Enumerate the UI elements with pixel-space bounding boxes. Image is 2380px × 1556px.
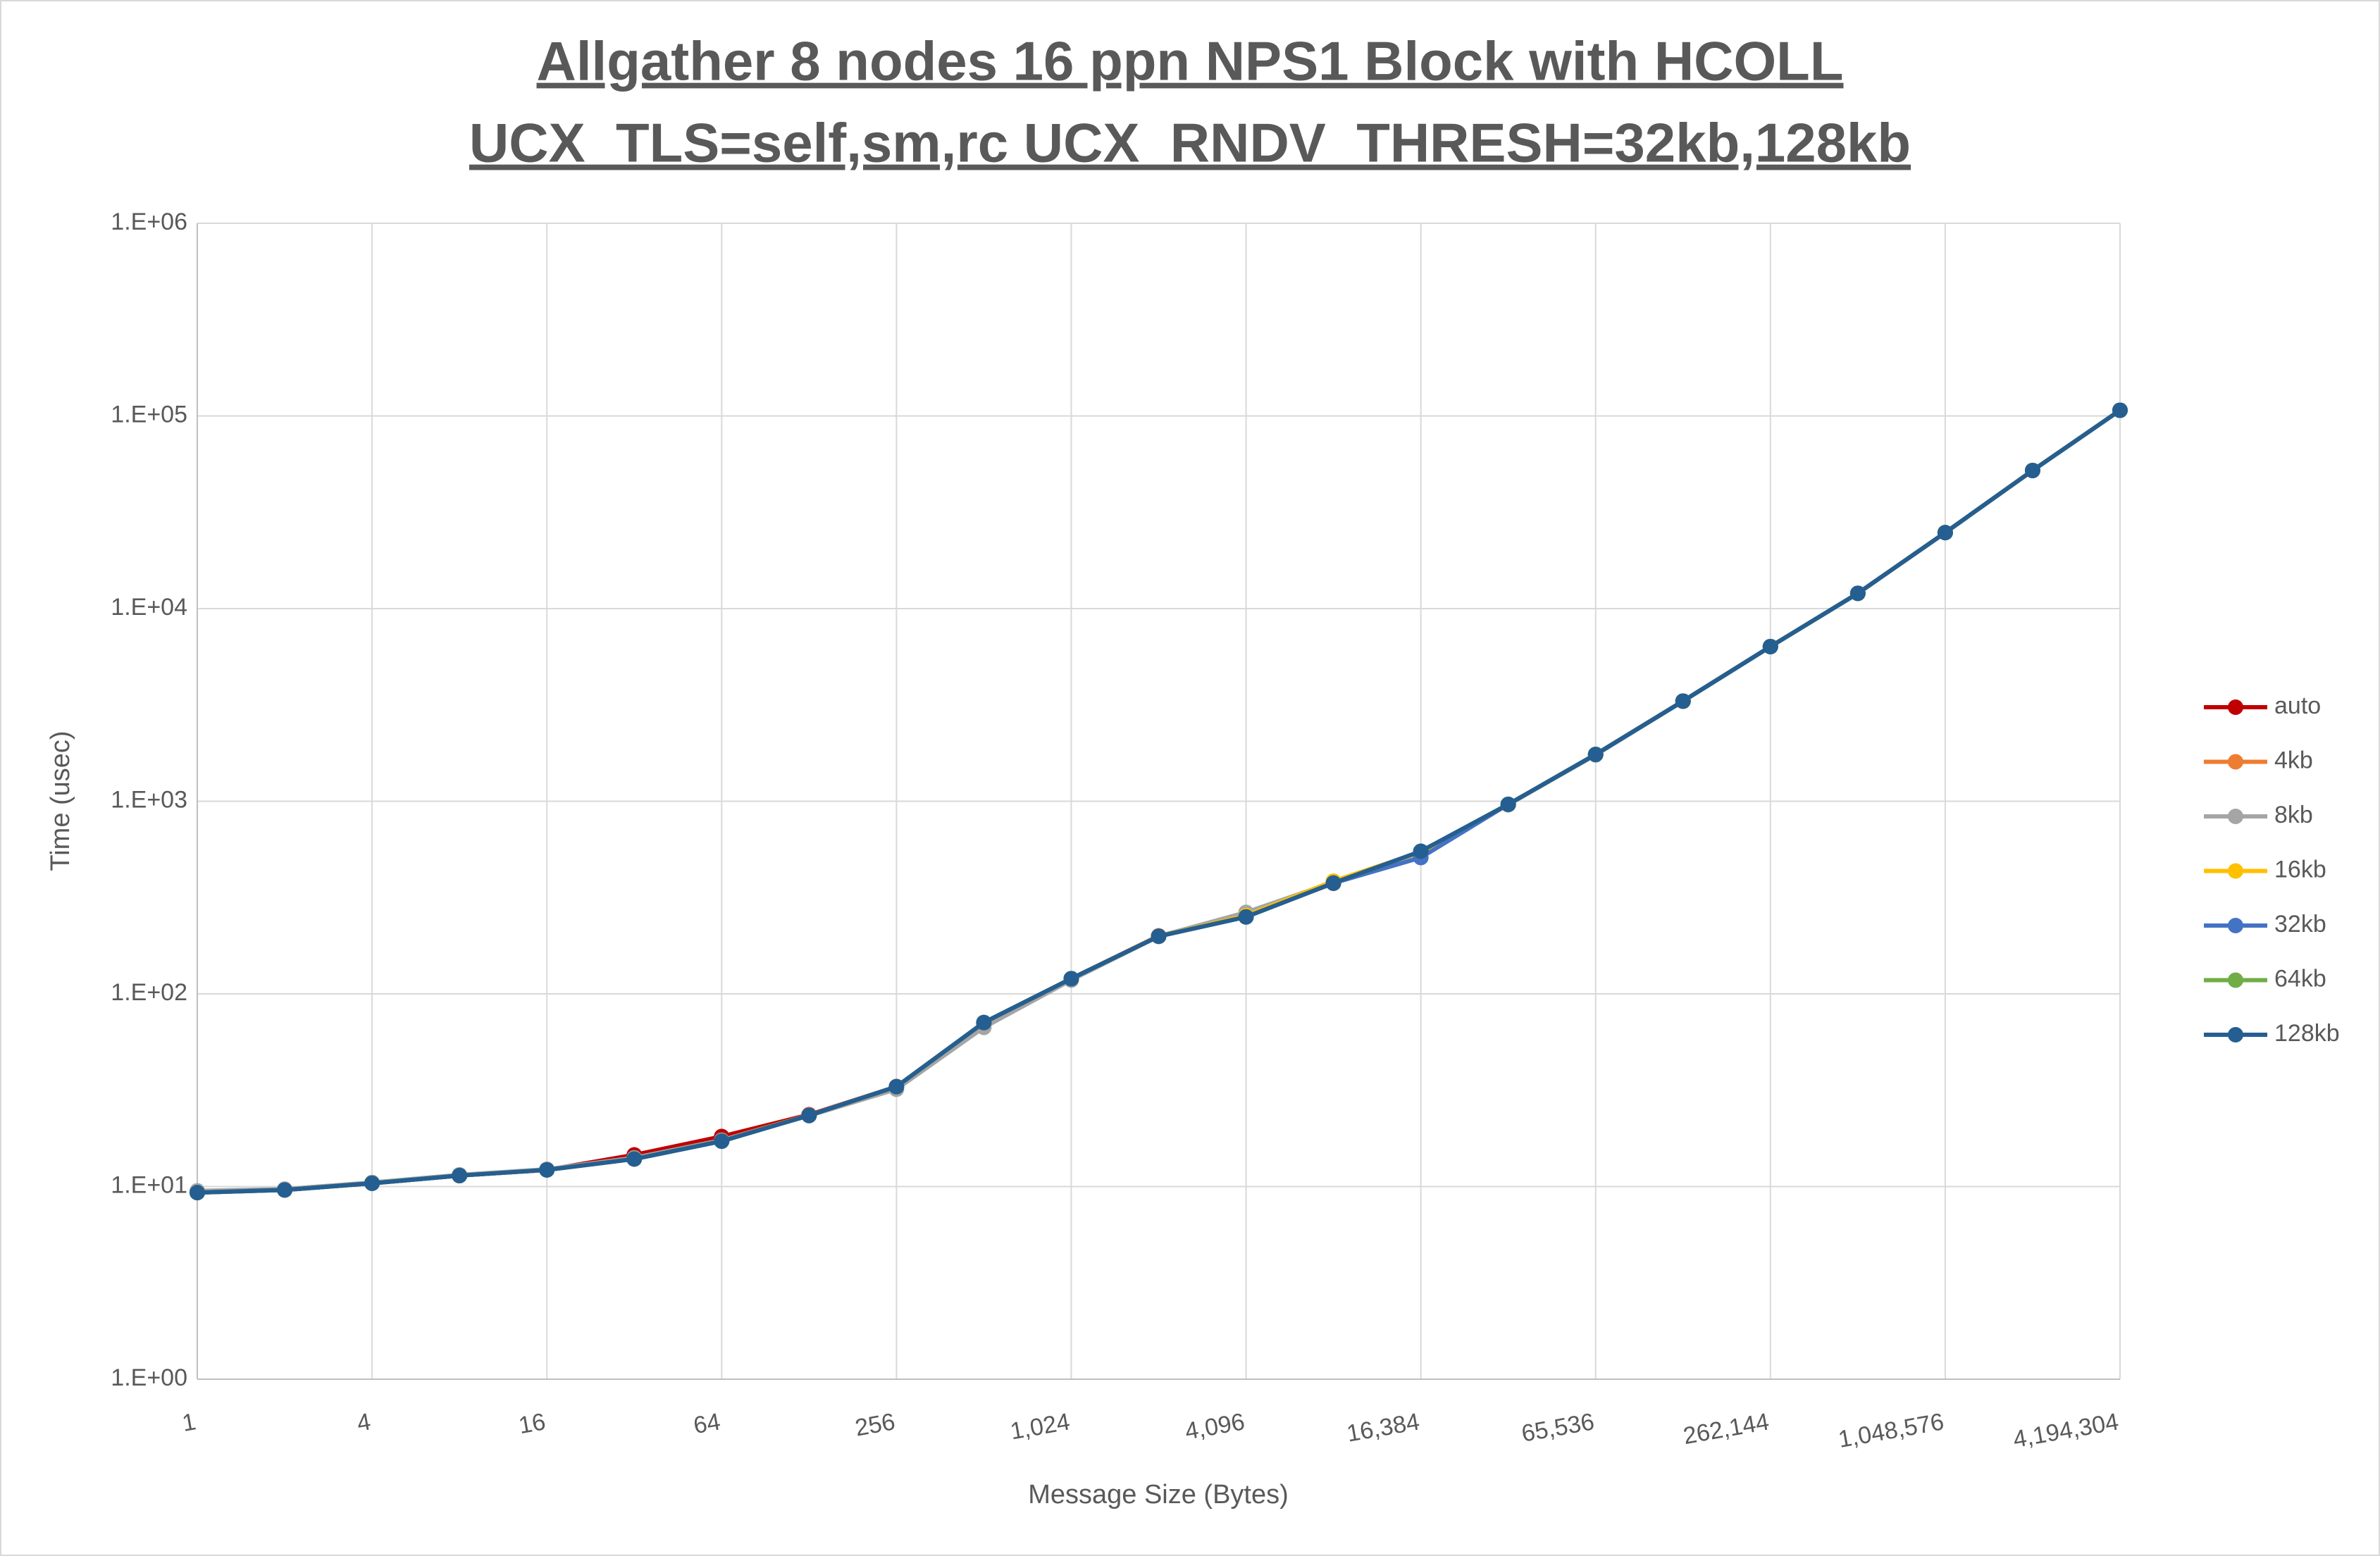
x-tick-label: 16 xyxy=(516,1408,547,1439)
y-tick-label: 1.E+06 xyxy=(111,208,187,235)
legend-marker xyxy=(2228,918,2243,933)
data-point xyxy=(2112,402,2128,418)
data-point xyxy=(714,1133,730,1150)
x-tick-label: 64 xyxy=(691,1408,722,1439)
legend-marker xyxy=(2228,863,2243,879)
y-tick-label: 1.E+04 xyxy=(111,594,187,621)
data-point xyxy=(2024,462,2040,478)
chart-title: UCX_TLS=self,sm,rc UCX_RNDV_THRESH=32kb,… xyxy=(469,112,1911,174)
data-point xyxy=(888,1078,905,1095)
data-point xyxy=(1762,638,1778,654)
data-point xyxy=(1063,971,1079,987)
data-point xyxy=(1937,525,1953,541)
data-point xyxy=(1151,928,1167,945)
data-point xyxy=(277,1182,293,1198)
legend-marker xyxy=(2228,972,2243,988)
data-point xyxy=(1849,585,1866,602)
data-point xyxy=(190,1185,205,1201)
chart-title: Allgather 8 nodes 16 ppn NPS1 Block with… xyxy=(537,30,1844,92)
y-tick-label: 1.E+00 xyxy=(111,1364,187,1391)
data-point xyxy=(364,1175,380,1191)
legend-label: 8kb xyxy=(2274,802,2313,828)
x-axis-label: Message Size (Bytes) xyxy=(1028,1480,1289,1510)
legend-marker xyxy=(2228,699,2243,715)
data-point xyxy=(626,1151,643,1167)
data-point xyxy=(1675,693,1691,709)
legend-label: auto xyxy=(2274,692,2321,719)
legend-label: 128kb xyxy=(2274,1020,2340,1047)
y-tick-label: 1.E+02 xyxy=(111,979,187,1006)
data-point xyxy=(976,1014,992,1031)
data-point xyxy=(801,1107,817,1124)
data-point xyxy=(452,1167,468,1183)
data-point xyxy=(1238,909,1254,925)
y-tick-label: 1.E+03 xyxy=(111,786,187,813)
legend-label: 32kb xyxy=(2274,911,2326,938)
data-point xyxy=(1587,747,1604,763)
data-point xyxy=(1413,843,1429,859)
legend-marker xyxy=(2228,754,2243,770)
series xyxy=(190,402,2128,1201)
y-tick-label: 1.E+01 xyxy=(111,1171,187,1198)
y-tick-label: 1.E+05 xyxy=(111,401,187,428)
data-point xyxy=(539,1162,555,1178)
legend-label: 64kb xyxy=(2274,965,2326,992)
data-point xyxy=(1325,875,1341,891)
y-axis-label: Time (usec) xyxy=(46,730,75,871)
legend-marker xyxy=(2228,1027,2243,1042)
data-point xyxy=(1500,796,1516,812)
legend-label: 16kb xyxy=(2274,856,2326,883)
legend-label: 4kb xyxy=(2274,747,2313,773)
legend-marker xyxy=(2228,809,2243,824)
